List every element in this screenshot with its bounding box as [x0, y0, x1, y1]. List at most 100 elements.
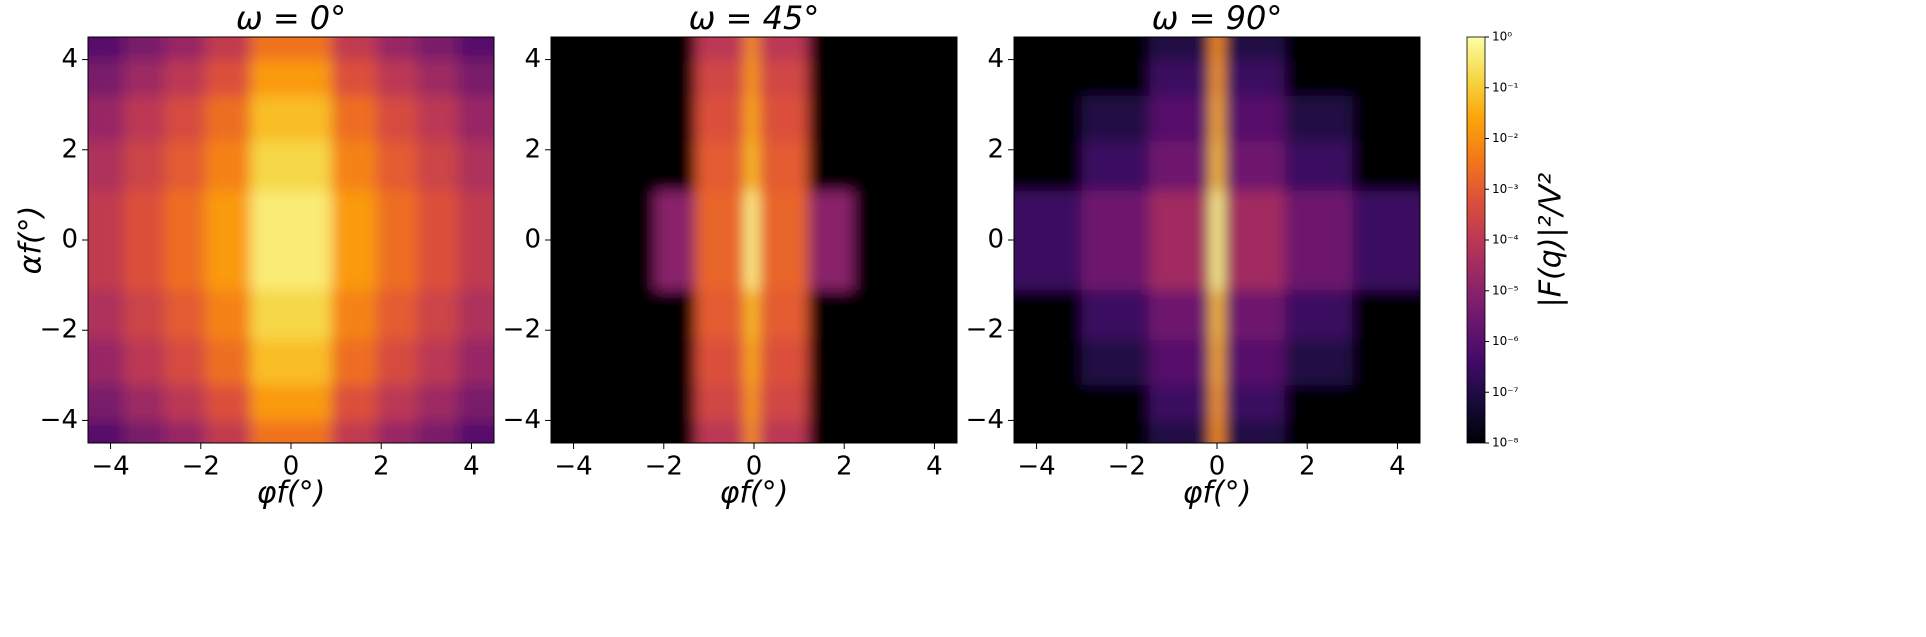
cell — [1081, 95, 1150, 142]
chart-title: ω = 90° — [1152, 0, 1283, 37]
x-axis-label: φf(°) — [257, 476, 326, 511]
cell — [808, 59, 854, 97]
cell — [1081, 140, 1150, 191]
cell — [758, 339, 809, 385]
cell — [124, 384, 166, 421]
cell — [250, 190, 333, 291]
chart-title: ω = 45° — [689, 0, 820, 37]
y-tick-label: 0 — [987, 225, 1004, 255]
cell — [744, 384, 760, 421]
cell — [695, 190, 746, 291]
cell — [205, 95, 251, 142]
cell — [695, 289, 746, 340]
cell — [457, 140, 494, 191]
cell — [250, 384, 333, 421]
cell — [250, 140, 333, 191]
cell — [124, 420, 166, 443]
cell — [1149, 420, 1211, 443]
y-tick-label: 4 — [61, 44, 78, 74]
cell — [1352, 37, 1420, 61]
y-tick-label: −4 — [966, 405, 1004, 435]
cell — [551, 420, 656, 443]
cell — [758, 59, 809, 97]
cell — [1352, 190, 1420, 291]
cell — [250, 339, 333, 385]
cell — [1149, 59, 1211, 97]
cell — [758, 37, 809, 61]
cell — [1081, 37, 1150, 61]
cell — [376, 59, 418, 97]
cell — [758, 95, 809, 142]
x-tick-label: −2 — [645, 452, 683, 482]
cell — [1149, 95, 1211, 142]
cell — [1223, 140, 1286, 191]
cell — [376, 95, 418, 142]
cell — [331, 59, 378, 97]
cell — [205, 420, 251, 443]
cell — [88, 140, 125, 191]
cell — [1014, 140, 1083, 191]
cell — [164, 339, 206, 385]
cell — [695, 339, 746, 385]
cell — [88, 339, 125, 385]
cell — [1223, 384, 1286, 421]
cell — [88, 190, 125, 291]
cell — [457, 384, 494, 421]
x-tick-label: −4 — [554, 452, 592, 482]
cell — [124, 59, 166, 97]
cell — [1210, 339, 1225, 385]
heatmap-clip — [88, 37, 494, 443]
colorbar — [1466, 36, 1486, 444]
y-tick-label: −2 — [503, 315, 541, 345]
cell — [124, 339, 166, 385]
cell — [1223, 59, 1286, 97]
cell — [1284, 339, 1353, 385]
cell — [758, 420, 809, 443]
y-tick-label: −4 — [503, 405, 541, 435]
cell — [376, 37, 418, 61]
cell — [1352, 140, 1420, 191]
cell — [376, 190, 418, 291]
cell — [1223, 289, 1286, 340]
cell — [1149, 384, 1211, 421]
cell — [808, 190, 854, 291]
cell — [417, 140, 459, 191]
cell — [654, 289, 696, 340]
cell — [457, 59, 494, 97]
y-tick-label: 0 — [524, 225, 541, 255]
cell — [376, 339, 418, 385]
cell — [205, 339, 251, 385]
cell — [758, 289, 809, 340]
cell — [1352, 384, 1420, 421]
cell — [417, 190, 459, 291]
colorbar-tick-label: 10⁻² — [1492, 131, 1519, 145]
cell — [376, 420, 418, 443]
cell — [164, 59, 206, 97]
cell — [695, 59, 746, 97]
cell — [250, 59, 333, 97]
cell — [376, 384, 418, 421]
cell — [654, 140, 696, 191]
y-tick-label: 0 — [61, 225, 78, 255]
cell — [205, 190, 251, 291]
cell — [551, 339, 656, 385]
cell — [164, 95, 206, 142]
y-tick-label: −2 — [966, 315, 1004, 345]
cell — [654, 384, 696, 421]
cell — [331, 420, 378, 443]
cell — [457, 37, 494, 61]
cell — [417, 289, 459, 340]
cell — [1081, 420, 1150, 443]
y-tick-label: 2 — [987, 134, 1004, 164]
cell — [853, 289, 957, 340]
x-tick-label: 0 — [283, 452, 300, 482]
cell — [124, 140, 166, 191]
cell — [1014, 384, 1083, 421]
cell — [808, 339, 854, 385]
cell — [744, 95, 760, 142]
cell — [808, 140, 854, 191]
x-tick-label: −2 — [1108, 452, 1146, 482]
x-tick-label: 2 — [373, 452, 390, 482]
cell — [164, 289, 206, 340]
cell — [654, 59, 696, 97]
